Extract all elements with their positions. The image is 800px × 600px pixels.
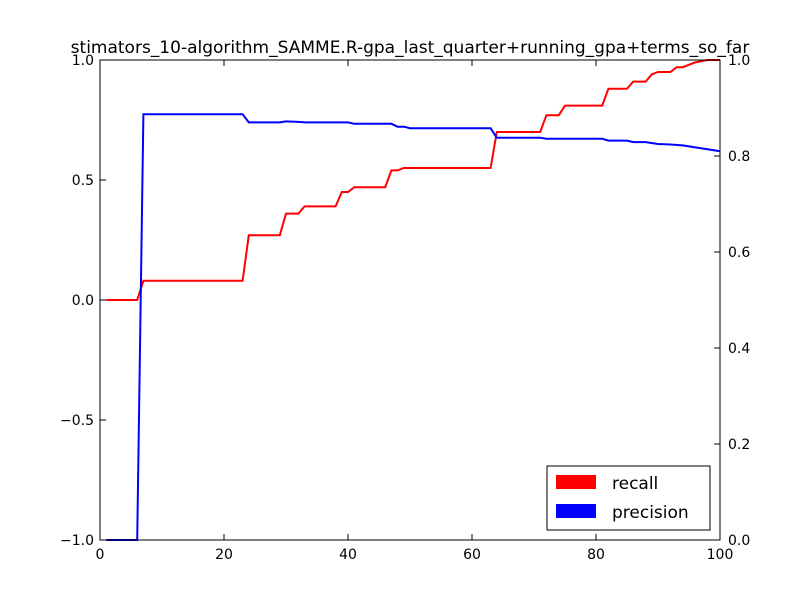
legend-label-recall: recall [612, 474, 658, 494]
y-right-tick-label: 0.6 [728, 245, 750, 261]
y-right-tick-label: 1.0 [728, 53, 750, 69]
y-right-tick-label: 0.2 [728, 437, 750, 453]
y-left-tick-label: −0.5 [60, 413, 94, 429]
y-left-tick-label: −1.0 [60, 533, 94, 549]
y-left-tick-label: 0.5 [72, 173, 94, 189]
y-right-tick-label: 0.0 [728, 533, 750, 549]
legend: recall precision [546, 465, 711, 531]
x-tick-label: 20 [215, 547, 233, 563]
legend-label-precision: precision [612, 503, 689, 523]
y-left-tick-label: 0.0 [72, 293, 94, 309]
x-tick-label: 40 [339, 547, 357, 563]
x-tick-label: 60 [463, 547, 481, 563]
series-line-precision [106, 113, 721, 541]
series-lines [106, 59, 721, 541]
chart-title: stimators_10-algorithm_SAMME.R-gpa_last_… [71, 38, 750, 58]
legend-swatch-precision [556, 504, 596, 518]
tick-labels: 0 20 40 60 80 100 −1.0 −0.5 0.0 0.5 1.0 0.0 0.2 0.4 0.… [60, 53, 750, 563]
x-tick-label: 80 [587, 547, 605, 563]
legend-swatch-recall [556, 475, 596, 489]
x-tick-label: 100 [707, 547, 734, 563]
x-tick-label: 0 [96, 547, 105, 563]
series-line-recall [106, 59, 720, 301]
axis-ticks [99, 59, 721, 541]
y-left-tick-label: 1.0 [72, 53, 94, 69]
y-right-tick-label: 0.8 [728, 149, 750, 165]
y-right-tick-label: 0.4 [728, 341, 750, 357]
